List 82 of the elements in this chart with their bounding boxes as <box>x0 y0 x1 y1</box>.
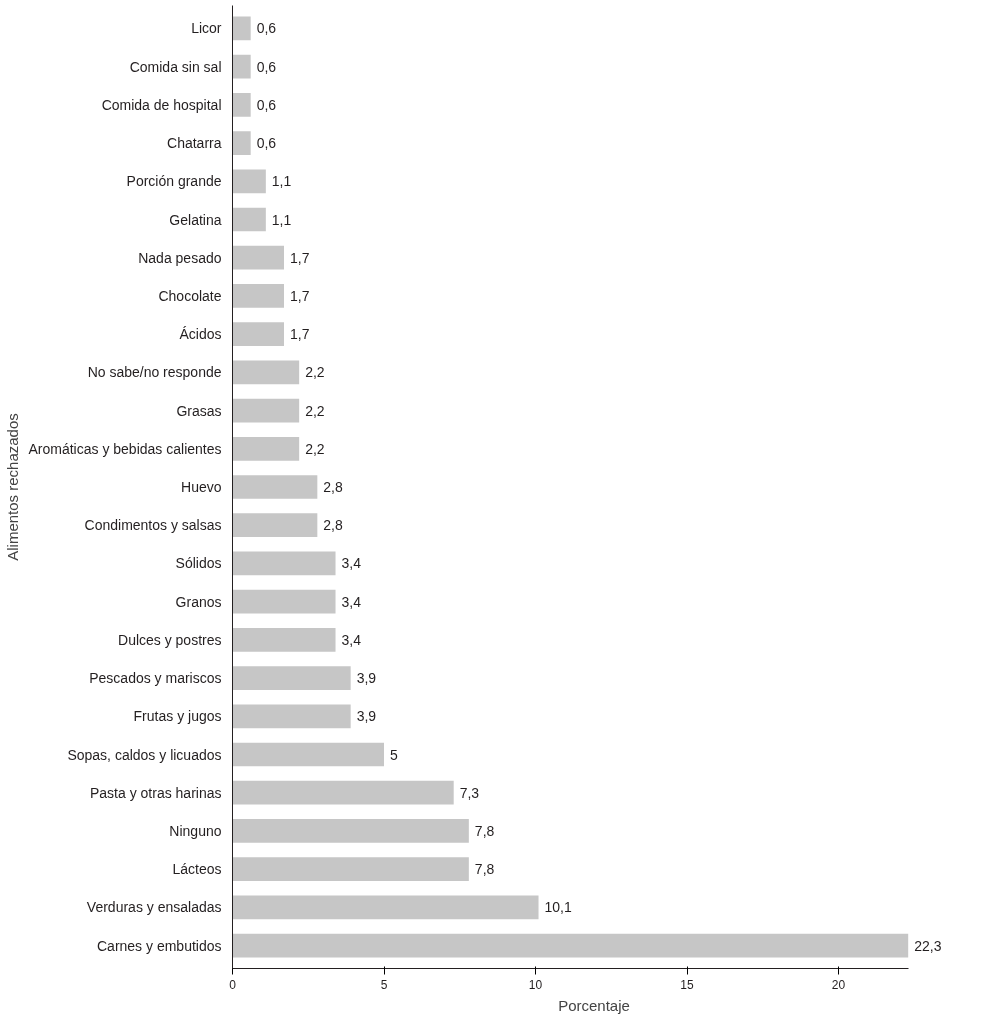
bar <box>232 933 909 958</box>
data-label: 2,2 <box>305 440 325 457</box>
data-label: 3,9 <box>356 670 377 687</box>
bar <box>232 895 539 920</box>
data-label: 1,1 <box>271 173 292 190</box>
y-tick-label: Pasta y otras harinas <box>89 784 222 801</box>
data-label: 0,6 <box>256 135 277 152</box>
x-tick-label: 20 <box>831 977 846 992</box>
bar <box>232 780 454 805</box>
bar <box>232 628 336 652</box>
bar <box>232 704 351 729</box>
y-tick-label: Condimentos y salsas <box>84 517 222 534</box>
bar <box>232 589 336 614</box>
y-tick-label: Ninguno <box>169 822 222 839</box>
data-label: 2,8 <box>323 479 344 495</box>
data-label: 7,8 <box>474 822 495 839</box>
y-tick-label: No sabe/no responde <box>87 364 222 381</box>
y-tick-label: Aromáticas y bebidas calientes <box>28 440 222 457</box>
y-tick-label: Huevo <box>181 479 222 495</box>
y-tick-label: Porción grande <box>126 173 222 190</box>
y-tick-label: Ácidos <box>179 326 222 343</box>
data-label: 7,3 <box>459 784 480 801</box>
data-label: 10,1 <box>544 899 572 916</box>
y-tick-label: Frutas y jugos <box>133 708 222 725</box>
data-label: 2,8 <box>323 517 344 534</box>
y-tick-label: Nada pesado <box>138 249 222 266</box>
data-label: 3,4 <box>341 631 362 648</box>
bar <box>232 54 251 79</box>
bar <box>232 666 351 690</box>
data-label: 3,4 <box>341 555 362 572</box>
bar <box>232 93 251 117</box>
x-axis-title: Porcentaje <box>558 996 630 1014</box>
x-tick-label: 15 <box>680 977 695 992</box>
bar <box>232 551 336 576</box>
y-tick-label: Pescados y mariscos <box>89 670 222 687</box>
bar <box>232 857 469 881</box>
data-label: 0,6 <box>256 96 277 113</box>
y-tick-label: Dulces y postres <box>118 631 222 648</box>
y-tick-label: Gelatina <box>169 211 222 228</box>
y-tick-label: Sólidos <box>175 555 222 572</box>
bar <box>232 284 285 308</box>
y-tick-label: Chatarra <box>167 135 222 152</box>
bar <box>232 513 318 538</box>
y-tick-label: Chocolate <box>158 287 222 304</box>
data-label: 1,7 <box>290 287 310 304</box>
bar <box>232 16 251 41</box>
data-label: 0,6 <box>256 58 277 75</box>
y-tick-label: Lácteos <box>172 861 222 878</box>
data-label: 1,7 <box>290 326 310 343</box>
bar <box>232 475 318 499</box>
bar <box>232 245 285 270</box>
data-label: 0,6 <box>256 20 277 37</box>
y-tick-label: Verduras y ensaladas <box>86 899 222 916</box>
data-label: 1,1 <box>271 211 292 228</box>
data-label: 5 <box>390 746 398 763</box>
data-label: 3,9 <box>356 708 377 725</box>
data-label: 2,2 <box>305 364 325 381</box>
data-label: 1,7 <box>290 249 310 266</box>
y-axis-title: Alimentos rechazados <box>3 413 21 561</box>
x-tick-label: 0 <box>229 977 237 992</box>
bar <box>232 322 285 346</box>
data-label: 22,3 <box>914 937 942 954</box>
bar <box>232 360 300 385</box>
y-tick-label: Carnes y embutidos <box>97 937 222 954</box>
bar <box>232 819 469 843</box>
data-label: 3,4 <box>341 593 362 610</box>
data-label: 7,8 <box>474 861 495 878</box>
bar <box>232 207 266 232</box>
x-tick-label: 10 <box>528 977 543 992</box>
bar <box>232 398 300 423</box>
bar <box>232 131 251 155</box>
x-tick-label: 5 <box>380 977 388 992</box>
data-label: 2,2 <box>305 402 325 419</box>
y-tick-label: Comida sin sal <box>129 58 222 75</box>
y-tick-label: Licor <box>191 20 222 37</box>
bar <box>232 169 266 194</box>
y-tick-label: Sopas, caldos y licuados <box>67 746 222 763</box>
y-tick-label: Granos <box>175 593 222 610</box>
y-tick-label: Grasas <box>176 402 222 419</box>
bar <box>232 436 300 461</box>
bar <box>232 742 384 767</box>
y-tick-label: Comida de hospital <box>101 96 222 113</box>
